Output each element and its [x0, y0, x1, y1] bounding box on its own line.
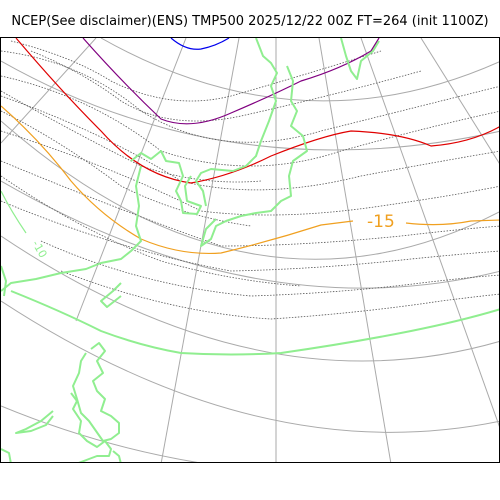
latitude-line — [100, 38, 499, 102]
longitude-line — [160, 38, 240, 462]
map-canvas: -15 -10 — [1, 38, 499, 462]
coastline — [1, 265, 7, 297]
map-title: NCEP(See disclaimer)(ENS) TMP500 2025/12… — [11, 14, 489, 29]
coastline — [72, 342, 120, 442]
contour-label-minus-10: -10 — [29, 238, 49, 260]
contour-label-minus-15: -15 — [367, 212, 395, 232]
ensemble-contours — [1, 40, 499, 320]
latitude-line — [1, 405, 199, 462]
longitude-line — [318, 38, 392, 462]
contour-blue — [170, 38, 230, 50]
latitude-line — [1, 180, 499, 289]
contour-minus-15 — [1, 105, 499, 255]
coastline — [15, 410, 54, 434]
latitude-line — [1, 120, 499, 260]
coastline — [112, 450, 122, 462]
latitude-line — [1, 300, 499, 433]
contour-minus-10 — [1, 190, 27, 234]
coastline — [1, 448, 12, 462]
latitude-line — [1, 235, 499, 362]
longitude-line — [360, 38, 499, 427]
coastline — [70, 392, 112, 462]
coastline — [10, 290, 499, 356]
longitude-line — [1, 38, 97, 144]
contour-red — [15, 38, 499, 184]
longitude-line — [420, 38, 499, 164]
coastline — [200, 65, 308, 247]
coastline — [100, 282, 122, 308]
longitude-line — [75, 38, 187, 322]
temperature-map: -15 -10 — [0, 37, 500, 463]
coastline — [1, 165, 142, 292]
coastline — [195, 38, 278, 207]
contour-purple — [82, 38, 380, 125]
coastline — [340, 38, 380, 80]
coastlines — [1, 38, 499, 462]
coastline — [130, 150, 202, 215]
